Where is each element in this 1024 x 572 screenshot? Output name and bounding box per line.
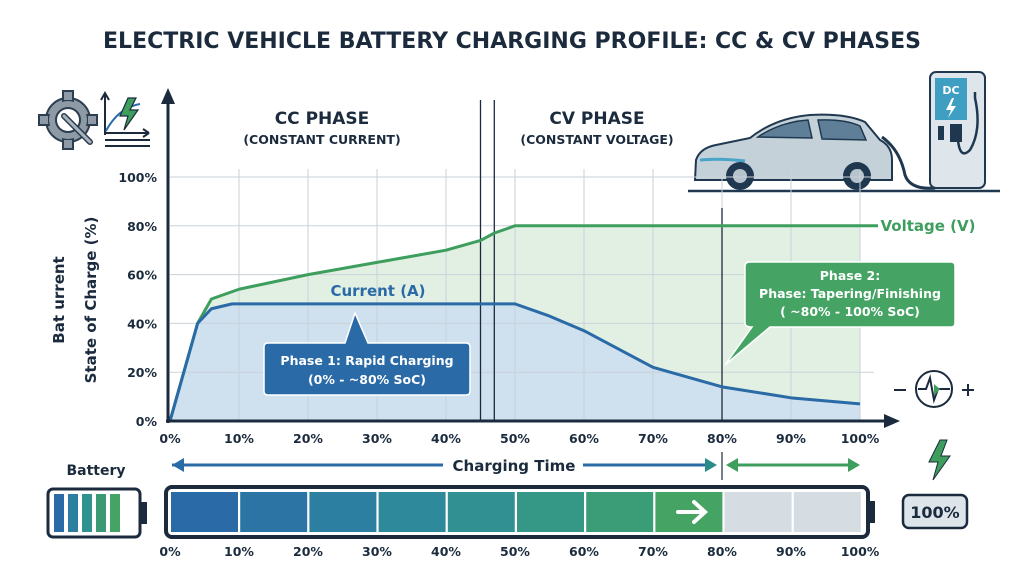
current-line	[168, 302, 861, 422]
y-tick-label: 80%	[127, 219, 157, 234]
y-tick-label: 0%	[136, 414, 158, 429]
cv-phase-title: CV PHASE	[549, 109, 644, 129]
x-tick-label: 70%	[638, 431, 668, 446]
y-axis-label-1: Bat urrent	[50, 256, 68, 343]
x-tick-label: 50%	[500, 431, 530, 446]
full-charge-badge: 100%	[901, 493, 969, 530]
battery-label: Battery	[66, 463, 125, 479]
phase1-callout-title: Phase 1: Rapid Charging	[280, 353, 453, 368]
ev-car-icon	[688, 113, 1000, 193]
bar-tick-label: 40%	[431, 544, 461, 559]
y-axis-arrow	[161, 88, 175, 104]
waveform-plus-minus-icon	[894, 370, 974, 408]
battery-icon	[46, 487, 147, 539]
page-title: ELECTRIC VEHICLE BATTERY CHARGING PROFIL…	[103, 29, 921, 54]
charging-time-arrows: Charging Time	[172, 452, 860, 480]
x-tick-label: 80%	[707, 431, 737, 446]
bar-tick-label: 20%	[293, 544, 323, 559]
x-tick-label: 40%	[431, 431, 461, 446]
x-tick-label: 10%	[224, 431, 254, 446]
chart-bolt-icon	[100, 90, 150, 147]
bar-tick-label: 50%	[500, 544, 530, 559]
full-charge-label: 100%	[910, 503, 959, 522]
x-tick-label: 100%	[841, 431, 880, 446]
gear-wrench-icon	[38, 90, 98, 150]
filled-segment	[171, 492, 238, 532]
y-tick-label: 60%	[127, 268, 157, 283]
bar-tick-label: 70%	[638, 544, 668, 559]
phase1-callout: Phase 1: Rapid Charging (0% - ~80% SoC)	[263, 310, 471, 396]
legend-current: Current (A)	[330, 282, 425, 300]
lightning-bolt-icon	[928, 439, 951, 481]
y-tick-label: 20%	[127, 365, 157, 380]
phase2-callout: Phase 2: Phase: Tapering/Finishing ( ~80…	[724, 261, 956, 366]
bar-tick-label: 80%	[707, 544, 737, 559]
filled-segment	[586, 492, 654, 532]
dc-charger-icon: DC	[881, 71, 986, 190]
empty-segment	[793, 492, 861, 532]
bar-tick-label: 10%	[224, 544, 254, 559]
x-tick-label: 30%	[362, 431, 392, 446]
cc-phase-title: CC PHASE	[275, 109, 370, 129]
charging-time-label: Charging Time	[453, 457, 576, 475]
legend-voltage: Voltage (V)	[881, 217, 976, 235]
charge-progress-bar	[164, 485, 875, 539]
arrow-right-icon	[676, 500, 708, 524]
y-tick-label: 100%	[118, 170, 157, 185]
x-tick-label: 90%	[776, 431, 806, 446]
x-tick-label: 20%	[293, 431, 323, 446]
phase2-callout-title: Phase 2:	[820, 268, 880, 283]
x-tick-label: 60%	[569, 431, 599, 446]
filled-segment	[240, 492, 308, 532]
empty-segment	[724, 492, 792, 532]
charger-label: DC	[942, 84, 959, 97]
filled-segment	[517, 492, 584, 532]
phase2-callout-range: ( ~80% - 100% SoC)	[780, 304, 920, 319]
y-tick-label: 40%	[127, 316, 157, 331]
y-axis-label-2: State of Charge (%)	[82, 217, 100, 384]
bar-tick-label: 90%	[776, 544, 806, 559]
bar-tick-label: 0%	[159, 544, 181, 559]
phase2-callout-subtitle: Phase: Tapering/Finishing	[759, 286, 941, 301]
filled-segment	[309, 492, 377, 532]
filled-segment	[378, 492, 446, 532]
x-axis-arrow	[884, 414, 900, 428]
cv-phase-subtitle: (CONSTANT VOLTAGE)	[520, 132, 673, 147]
phase1-callout-range: (0% - ~80% SoC)	[308, 372, 426, 387]
cc-phase-subtitle: (CONSTANT CURRENT)	[243, 132, 400, 147]
bar-tick-label: 60%	[569, 544, 599, 559]
bar-tick-label: 100%	[841, 544, 880, 559]
voltage-line	[168, 224, 878, 422]
x-tick-label: 0%	[159, 431, 181, 446]
bar-tick-label: 30%	[362, 544, 392, 559]
filled-segment	[447, 492, 515, 532]
